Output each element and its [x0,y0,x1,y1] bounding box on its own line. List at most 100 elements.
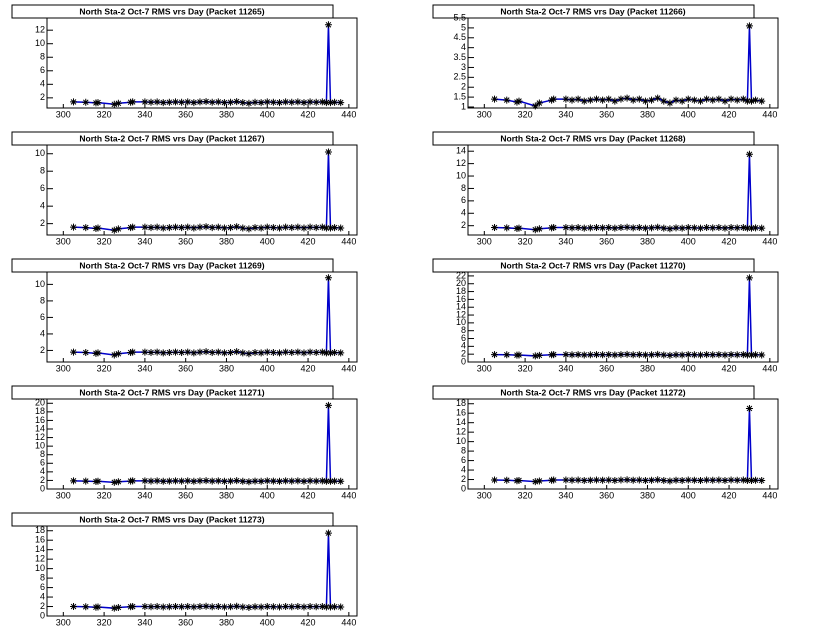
chart-title: North Sta-2 Oct-7 RMS vrs Day (Packet 11… [500,6,685,16]
marker [660,224,668,232]
marker [721,224,729,232]
panel: North Sta-2 Oct-7 RMS vrs Day (Packet 11… [432,385,779,500]
marker [654,94,662,102]
marker [165,603,173,611]
marker [220,99,228,107]
marker [276,477,283,485]
marker [623,476,631,484]
marker [709,476,717,484]
x-tick-label: 420 [301,109,316,119]
y-tick-label: 2 [461,349,466,359]
marker [513,98,521,106]
marker [721,97,729,105]
marker [322,99,330,107]
marker [648,224,656,232]
marker [641,97,649,105]
y-tick-label: 8 [461,445,466,455]
y-tick-label: 14 [456,146,466,156]
marker [202,223,210,231]
marker [318,603,326,611]
marker [245,99,253,107]
marker [703,95,711,103]
y-tick-label: 4 [461,42,466,52]
marker [251,349,259,357]
marker [300,603,308,611]
y-tick-label: 0 [40,610,45,620]
marker [269,477,277,485]
marker [721,476,729,484]
marker [605,476,613,484]
marker [165,224,173,232]
y-tick-label: 8 [40,52,45,62]
x-tick-label: 300 [56,363,71,373]
marker [239,349,247,357]
marker [202,98,210,106]
x-tick-label: 360 [178,490,193,500]
marker [654,223,662,231]
marker [171,603,179,611]
marker [641,351,649,359]
marker [184,603,192,611]
x-tick-label: 320 [97,236,112,246]
marker [758,97,766,105]
y-tick-label: 22 [456,270,466,280]
x-tick-label: 420 [722,490,737,500]
marker [743,351,751,359]
marker [562,476,570,484]
marker [322,224,330,232]
marker [690,476,698,484]
marker [568,224,576,232]
y-tick-label: 10 [35,441,45,451]
y-tick-label: 6 [40,312,45,322]
marker [147,224,155,232]
y-tick-label: 4 [461,464,466,474]
marker [318,348,326,356]
marker [599,96,607,104]
marker [233,602,241,610]
marker [629,351,637,359]
marker [147,477,155,485]
y-tick-label: 20 [35,398,45,408]
marker [129,348,137,356]
marker [110,100,118,108]
y-tick-label: 8 [40,572,45,582]
chart-title: North Sta-2 Oct-7 RMS vrs Day (Packet 11… [500,387,685,397]
x-tick-label: 360 [599,363,614,373]
marker [580,97,588,105]
marker [550,95,558,103]
marker [129,98,137,106]
marker [580,476,588,484]
marker [599,476,607,484]
marker [739,95,747,103]
y-tick-label: 16 [456,408,466,418]
marker [141,223,149,231]
marker [745,274,753,282]
marker [697,476,704,484]
marker [531,352,539,360]
marker [190,99,198,107]
x-tick-label: 320 [518,490,533,500]
y-tick-label: 10 [35,38,45,48]
marker [245,478,253,486]
marker [214,223,222,231]
marker [550,351,558,359]
marker [190,349,198,357]
marker [752,96,760,104]
y-tick-label: 5 [461,22,466,32]
title-box [432,131,755,146]
marker [709,351,717,359]
x-tick-label: 380 [219,617,234,627]
marker [312,349,320,357]
title-box [11,4,334,19]
marker [635,95,643,103]
marker [684,476,692,484]
marker [263,603,271,611]
marker [641,476,649,484]
panel: North Sta-2 Oct-7 RMS vrs Day (Packet 11… [432,258,779,373]
marker [337,224,345,232]
y-tick-label: 2 [461,82,466,92]
marker [672,96,680,104]
marker [586,96,594,104]
marker [568,351,576,359]
y-tick-label: 18 [35,525,45,535]
